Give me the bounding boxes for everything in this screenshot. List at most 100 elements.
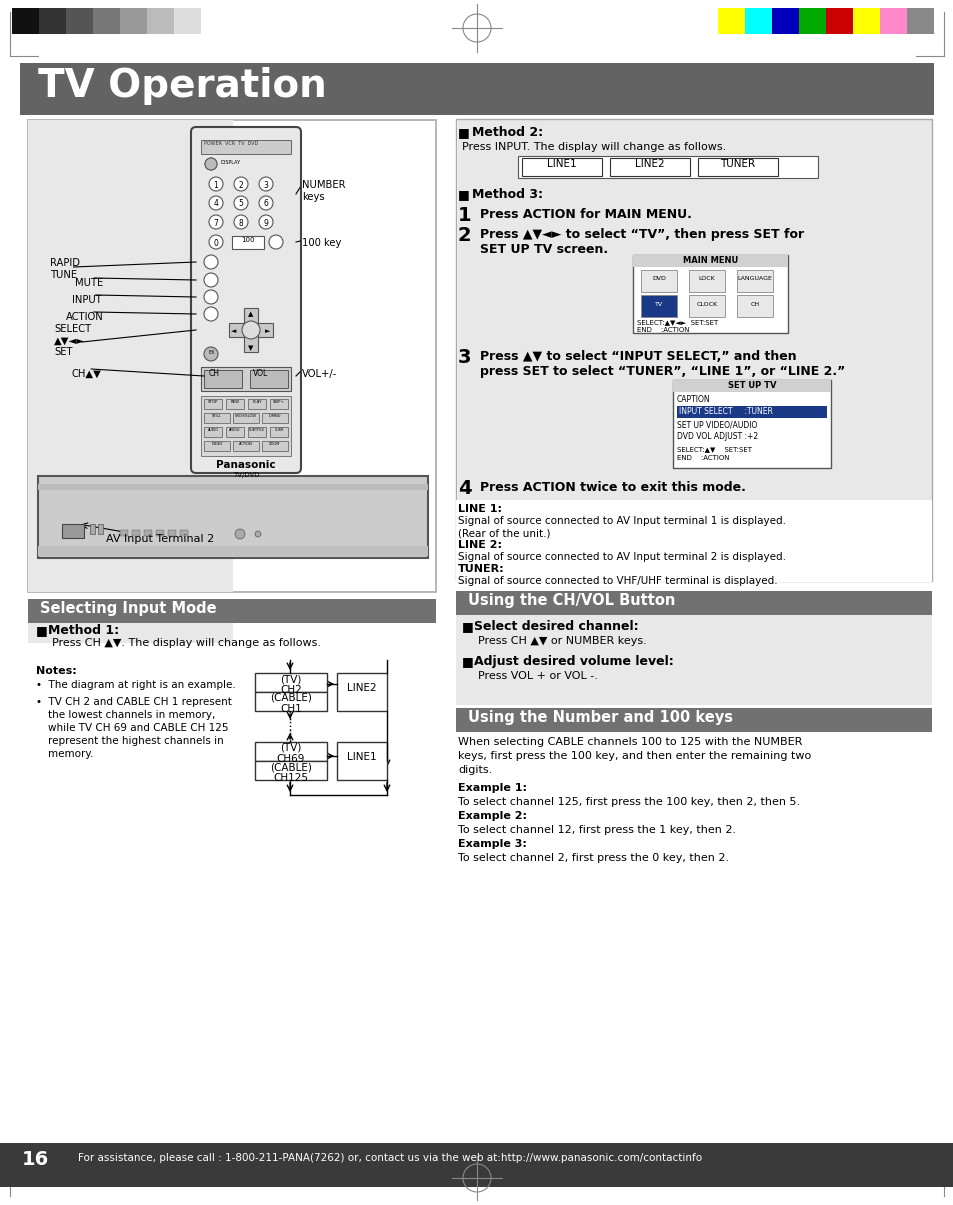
Text: SET UP VIDEO/AUDIO: SET UP VIDEO/AUDIO bbox=[677, 421, 757, 430]
Bar bbox=[244, 308, 257, 352]
Text: Selecting Input Mode: Selecting Input Mode bbox=[40, 601, 216, 616]
Text: Example 3:: Example 3: bbox=[457, 839, 526, 850]
Circle shape bbox=[205, 158, 216, 170]
Bar bbox=[226, 399, 244, 408]
Text: DISPLAY: DISPLAY bbox=[221, 160, 241, 165]
Text: 100 key: 100 key bbox=[302, 239, 341, 248]
Text: keys, first press the 100 key, and then enter the remaining two: keys, first press the 100 key, and then … bbox=[457, 751, 810, 762]
Bar bbox=[168, 530, 175, 536]
Text: ZOOM: ZOOM bbox=[269, 442, 280, 446]
Bar bbox=[233, 413, 258, 423]
Text: Select desired channel:: Select desired channel: bbox=[474, 621, 638, 633]
Bar bbox=[688, 295, 724, 317]
Bar bbox=[233, 441, 258, 451]
Text: AUDIO: AUDIO bbox=[208, 428, 218, 433]
Bar bbox=[62, 524, 84, 537]
Text: 2: 2 bbox=[238, 181, 243, 189]
Text: (CABLE): (CABLE) bbox=[270, 762, 312, 772]
Text: EX: EX bbox=[209, 349, 215, 355]
Text: SET UP TV screen.: SET UP TV screen. bbox=[479, 243, 607, 255]
Circle shape bbox=[209, 196, 223, 210]
Text: END    :ACTION: END :ACTION bbox=[677, 455, 729, 462]
Bar bbox=[262, 441, 288, 451]
Text: SELECT:▲▼◄►  SET:SET: SELECT:▲▼◄► SET:SET bbox=[637, 319, 718, 325]
Bar bbox=[640, 295, 677, 317]
Bar bbox=[771, 8, 799, 34]
Text: (CABLE): (CABLE) bbox=[270, 693, 312, 703]
Text: SRCH/SLOW: SRCH/SLOW bbox=[234, 415, 256, 418]
Bar bbox=[204, 427, 222, 437]
Text: ■: ■ bbox=[36, 624, 48, 637]
Text: DVD VOL ADJUST :+2: DVD VOL ADJUST :+2 bbox=[677, 433, 758, 441]
Text: Signal of source connected to AV Input terminal 2 is displayed.: Signal of source connected to AV Input t… bbox=[457, 552, 785, 562]
Text: SET UP TV: SET UP TV bbox=[727, 381, 776, 390]
Bar bbox=[204, 441, 230, 451]
Circle shape bbox=[209, 177, 223, 192]
Text: CH2: CH2 bbox=[280, 684, 301, 695]
Text: Press ACTION twice to exit this mode.: Press ACTION twice to exit this mode. bbox=[479, 481, 745, 494]
Bar bbox=[254, 742, 327, 762]
Bar bbox=[677, 406, 826, 418]
Bar bbox=[254, 762, 327, 780]
Bar bbox=[688, 270, 724, 292]
Bar bbox=[120, 530, 128, 536]
Text: 5: 5 bbox=[238, 200, 243, 208]
Text: CH▲▼: CH▲▼ bbox=[71, 369, 102, 380]
Bar bbox=[517, 155, 817, 178]
Bar bbox=[640, 270, 677, 292]
Text: TUNER: TUNER bbox=[720, 159, 755, 169]
Bar bbox=[204, 370, 242, 388]
Text: Method 2:: Method 2: bbox=[472, 127, 542, 139]
Text: STILL: STILL bbox=[212, 415, 222, 418]
Bar bbox=[20, 63, 933, 114]
Text: LOCK: LOCK bbox=[698, 276, 715, 282]
Bar bbox=[204, 413, 230, 423]
Circle shape bbox=[204, 290, 218, 304]
Bar bbox=[718, 8, 744, 34]
Text: END    :ACTION: END :ACTION bbox=[637, 327, 689, 333]
Text: Press ▲▼◄► to select “TV”, then press SET for: Press ▲▼◄► to select “TV”, then press SE… bbox=[479, 228, 803, 241]
Bar bbox=[232, 236, 264, 249]
Bar bbox=[38, 476, 428, 558]
Text: •  The diagram at right is an example.: • The diagram at right is an example. bbox=[36, 680, 235, 690]
Bar bbox=[254, 674, 327, 692]
Bar bbox=[456, 500, 931, 582]
Bar bbox=[737, 295, 772, 317]
Text: memory.: memory. bbox=[48, 750, 93, 759]
Text: LINE 1:: LINE 1: bbox=[457, 504, 501, 515]
Text: LINE1: LINE1 bbox=[547, 159, 577, 169]
Bar bbox=[201, 396, 291, 455]
Bar bbox=[633, 255, 787, 268]
Text: LINE2: LINE2 bbox=[347, 683, 376, 693]
Text: 7: 7 bbox=[213, 218, 218, 228]
Text: SUBTITLE: SUBTITLE bbox=[249, 428, 265, 433]
Text: (Rear of the unit.): (Rear of the unit.) bbox=[457, 528, 550, 537]
Bar bbox=[92, 8, 120, 34]
Text: Signal of source connected to AV Input terminal 1 is displayed.: Signal of source connected to AV Input t… bbox=[457, 516, 785, 527]
Bar bbox=[38, 484, 428, 490]
Bar bbox=[204, 399, 222, 408]
Text: INPUT: INPUT bbox=[71, 295, 102, 305]
Text: Method 3:: Method 3: bbox=[472, 188, 542, 201]
Text: 100: 100 bbox=[241, 237, 254, 243]
Text: SKIP+: SKIP+ bbox=[273, 400, 285, 404]
Bar bbox=[66, 8, 92, 34]
Bar bbox=[270, 399, 288, 408]
Text: LINE 2:: LINE 2: bbox=[457, 540, 501, 549]
Text: REW: REW bbox=[231, 400, 239, 404]
Text: 0: 0 bbox=[213, 239, 218, 247]
Text: while TV CH 69 and CABLE CH 125: while TV CH 69 and CABLE CH 125 bbox=[48, 723, 229, 733]
Text: 2: 2 bbox=[457, 227, 471, 245]
Circle shape bbox=[233, 214, 248, 229]
Text: When selecting CABLE channels 100 to 125 with the NUMBER: When selecting CABLE channels 100 to 125… bbox=[457, 737, 801, 747]
Text: To select channel 2, first press the 0 key, then 2.: To select channel 2, first press the 0 k… bbox=[457, 853, 728, 863]
Text: NUMBER
keys: NUMBER keys bbox=[302, 180, 345, 201]
Text: 8: 8 bbox=[238, 218, 243, 228]
Bar bbox=[132, 530, 140, 536]
Text: CAPTION: CAPTION bbox=[677, 395, 710, 404]
Text: the lowest channels in memory,: the lowest channels in memory, bbox=[48, 710, 215, 721]
Bar bbox=[633, 255, 787, 333]
Text: Panasonic: Panasonic bbox=[216, 460, 275, 470]
Text: ■: ■ bbox=[457, 127, 469, 139]
Bar bbox=[248, 427, 266, 437]
